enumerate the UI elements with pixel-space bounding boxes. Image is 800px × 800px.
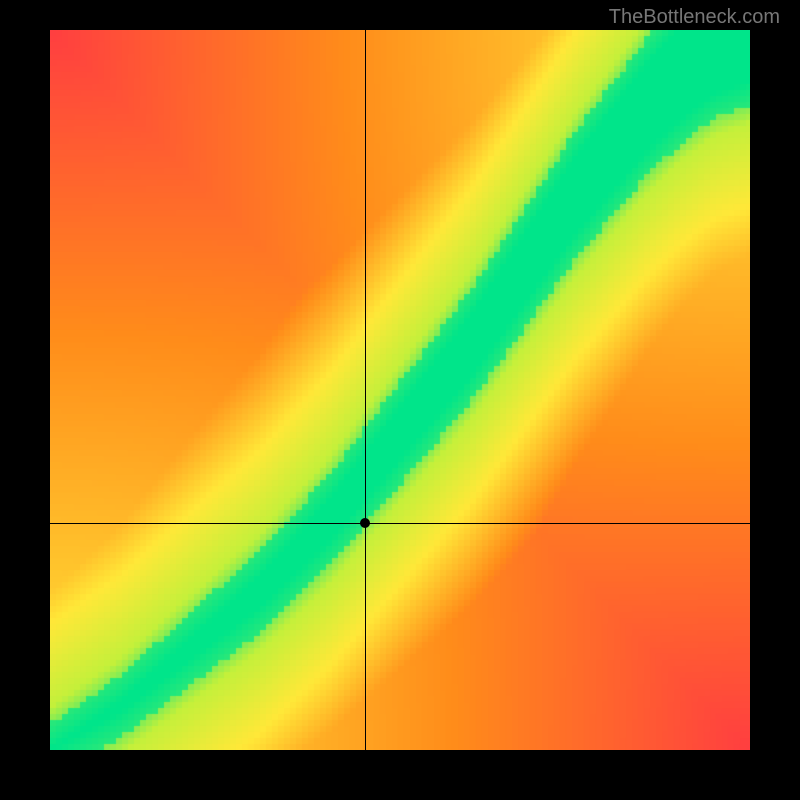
watermark-text: TheBottleneck.com (609, 6, 780, 29)
heatmap-canvas (50, 30, 750, 750)
crosshair-vertical (365, 30, 366, 750)
crosshair-horizontal (50, 523, 750, 524)
crosshair-marker-dot (360, 518, 370, 528)
heatmap-plot (50, 30, 750, 750)
